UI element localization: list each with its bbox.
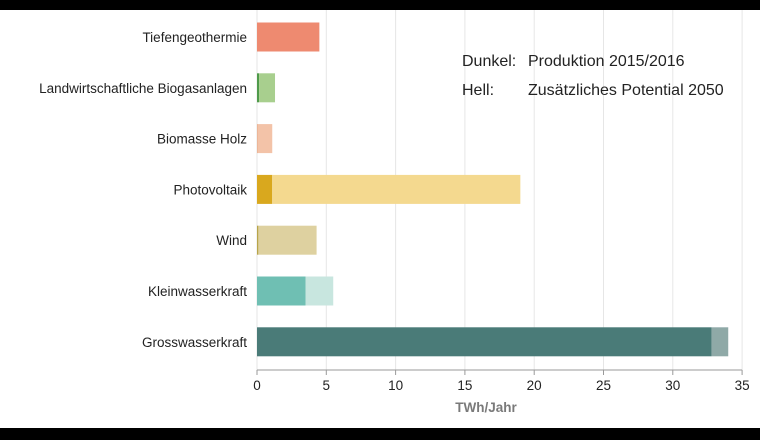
bar-production — [257, 276, 306, 306]
x-tick-label: 0 — [253, 378, 261, 393]
category-label: Wind — [216, 233, 247, 248]
x-tick-label: 25 — [596, 378, 611, 393]
x-tick-label: 30 — [665, 378, 680, 393]
bar-potential — [272, 174, 521, 204]
category-label: Biomasse Holz — [157, 132, 247, 147]
category-label: Tiefengeothermie — [142, 30, 247, 45]
bar-production — [257, 225, 259, 255]
x-tick-labels: 0 5 10 15 20 25 30 35 — [253, 370, 750, 393]
category-label: Photovoltaik — [173, 182, 247, 197]
bar-potential — [258, 225, 317, 255]
bar-potential — [711, 327, 729, 357]
bars — [257, 22, 729, 357]
legend-text-dark: Produktion 2015/2016 — [528, 53, 685, 70]
bar-production — [257, 73, 260, 103]
bar-potential — [257, 124, 273, 154]
bar-chart: Tiefengeothermie Landwirtschaftliche Biog… — [39, 10, 750, 415]
bar-potential — [305, 276, 334, 306]
category-label: Landwirtschaftliche Biogasanlagen — [39, 81, 247, 96]
x-tick-label: 35 — [735, 378, 750, 393]
grid-lines — [256, 10, 743, 371]
category-label: Kleinwasserkraft — [148, 284, 247, 299]
x-tick-label: 20 — [527, 378, 542, 393]
legend-key-light: Hell: — [462, 82, 494, 99]
legend-text-light: Zusätzliches Potential 2050 — [528, 82, 724, 99]
bar-production — [257, 174, 273, 204]
x-tick-label: 10 — [388, 378, 403, 393]
x-axis-title: TWh/Jahr — [455, 400, 517, 415]
bar-production — [257, 124, 258, 154]
legend: Dunkel: Produktion 2015/2016 Hell: Zusät… — [462, 53, 724, 99]
legend-key-dark: Dunkel: — [462, 53, 516, 70]
x-tick-label: 5 — [323, 378, 331, 393]
bar-potential — [259, 73, 276, 103]
chart-frame: Tiefengeothermie Landwirtschaftliche Biog… — [0, 10, 760, 428]
bar-potential — [257, 22, 320, 52]
bar-production — [257, 327, 712, 357]
category-label: Grosswasserkraft — [142, 335, 247, 350]
x-tick-label: 15 — [457, 378, 472, 393]
category-labels: Tiefengeothermie Landwirtschaftliche Biog… — [39, 30, 247, 350]
